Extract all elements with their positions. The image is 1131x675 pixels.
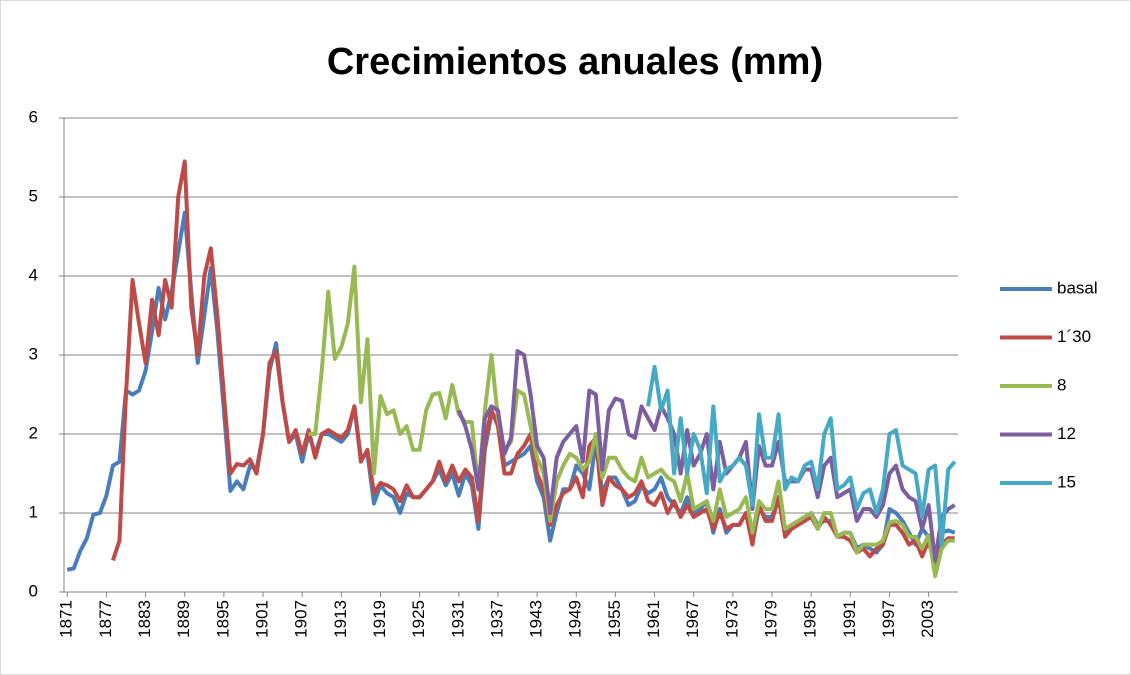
legend-label: 15: [1057, 472, 1076, 491]
y-tick-label: 6: [29, 107, 38, 126]
chart-title: Crecimientos anuales (mm): [327, 41, 823, 83]
legend-label: 12: [1057, 424, 1076, 443]
x-tick-label: 1919: [370, 600, 389, 638]
x-tick-label: 1985: [801, 600, 820, 638]
series-line: [308, 264, 955, 579]
legend-label: 1´30: [1057, 327, 1091, 346]
x-tick-label: 1937: [487, 600, 506, 638]
x-tick-label: 1943: [527, 600, 546, 638]
x-tick-label: 1889: [174, 600, 193, 638]
x-tick-label: 1997: [879, 600, 898, 638]
x-tick-label: 1895: [213, 600, 232, 638]
x-tick-label: 1925: [409, 600, 428, 638]
series-line: [646, 364, 957, 547]
x-tick-label: 1931: [448, 600, 467, 638]
x-tick-label: 1907: [292, 600, 311, 638]
x-tick-label: 1871: [57, 600, 76, 638]
x-tick-label: 1913: [331, 600, 350, 638]
y-tick-label: 0: [29, 581, 38, 600]
x-tick-label: 1991: [840, 600, 859, 638]
series-line: [456, 349, 956, 563]
y-tick-label: 5: [29, 186, 38, 205]
x-tick-label: 1883: [135, 600, 154, 638]
x-tick-label: 1961: [644, 600, 663, 638]
legend-label: 8: [1057, 375, 1066, 394]
x-tick-label: 1901: [253, 600, 272, 638]
legend-label: basal: [1057, 278, 1098, 297]
y-tick-label: 3: [29, 344, 38, 363]
x-tick-label: 2003: [918, 600, 937, 638]
x-tick-label: 1955: [605, 600, 624, 638]
x-tick-label: 1967: [683, 600, 702, 638]
y-tick-label: 2: [29, 423, 38, 442]
x-tick-label: 1877: [96, 600, 115, 638]
y-tick-label: 1: [29, 502, 38, 521]
x-tick-label: 1979: [762, 600, 781, 638]
x-tick-label: 1973: [722, 600, 741, 638]
y-tick-label: 4: [29, 265, 38, 284]
x-tick-label: 1949: [566, 600, 585, 638]
